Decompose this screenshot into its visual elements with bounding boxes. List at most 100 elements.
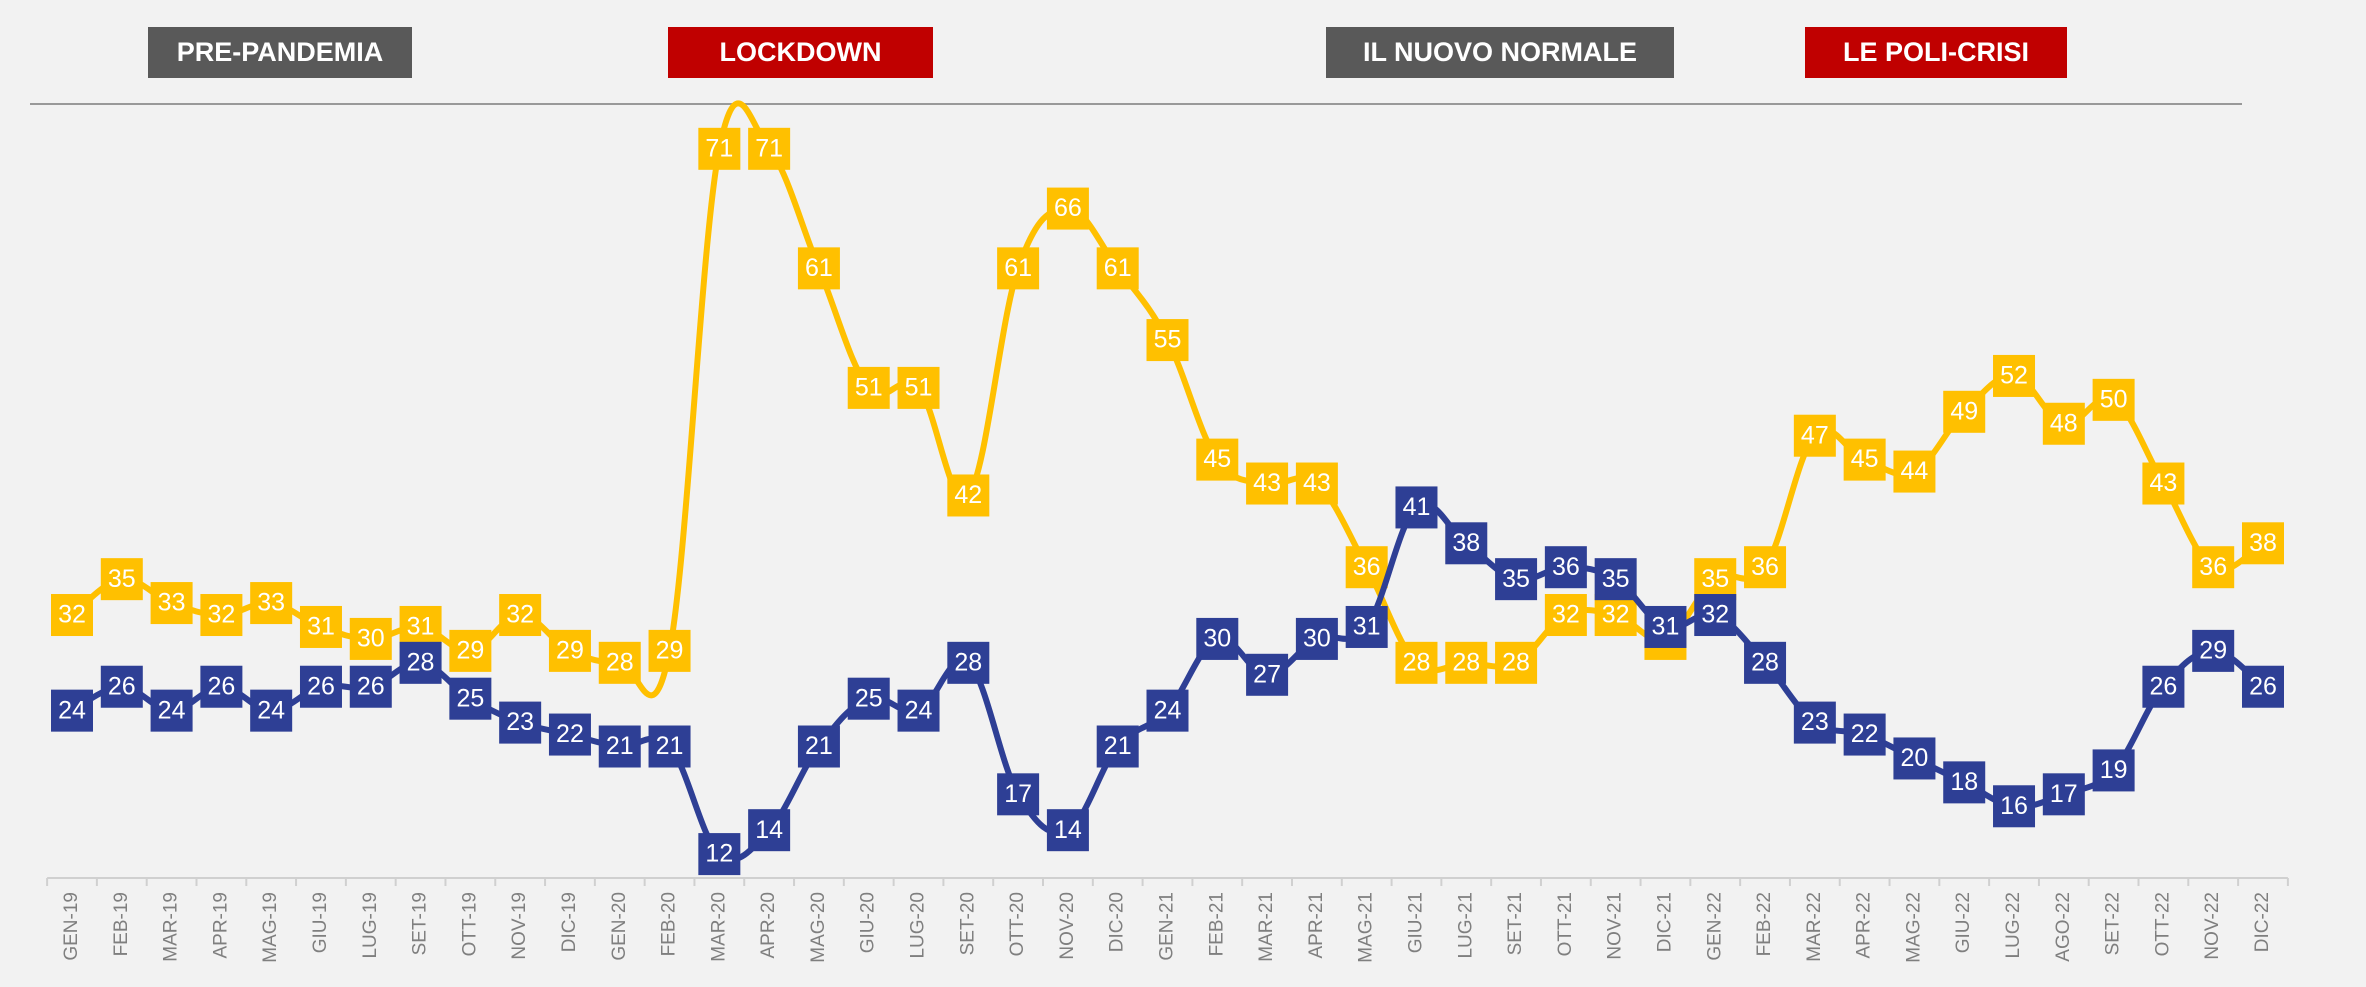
marker [997,247,1040,290]
marker [1744,641,1787,684]
marker [1544,546,1587,589]
marker [349,665,392,708]
x-tick-label: NOV-19 [509,892,530,960]
data-label: 21 [606,732,634,760]
marker [748,127,791,170]
marker [1843,713,1886,756]
data-label: 55 [1154,326,1182,354]
marker [947,641,990,684]
marker [2142,665,2185,708]
x-tick-label: GEN-20 [609,892,630,961]
phase-label: LOCKDOWN [668,27,933,78]
marker [299,665,342,708]
marker [2092,749,2135,792]
marker [598,641,641,684]
marker [698,833,741,876]
marker [1295,462,1338,505]
marker [1993,785,2036,828]
data-label: 21 [1104,732,1132,760]
data-label: 29 [2199,636,2227,664]
data-label: 61 [805,254,833,282]
data-label: 36 [1353,553,1381,581]
data-label: 14 [755,816,783,844]
data-label: 28 [954,648,982,676]
marker [499,701,542,744]
x-tick-label: OTT-20 [1007,892,1028,956]
marker [797,725,840,768]
x-tick-label: FEB-21 [1206,892,1227,956]
marker [1445,641,1488,684]
marker [947,474,990,517]
marker [1943,761,1986,804]
x-tick-label: GIU-19 [310,892,331,953]
marker [1246,462,1289,505]
marker [1445,522,1488,565]
data-label: 24 [158,696,186,724]
marker [1345,546,1388,589]
marker [1893,737,1936,780]
data-label: 32 [58,601,86,629]
data-label: 32 [1552,601,1580,629]
x-tick-label: FEB-20 [659,892,680,956]
marker [1843,438,1886,481]
marker [499,594,542,637]
phase-label: LE POLI-CRISI [1805,27,2067,78]
data-label: 17 [1004,780,1032,808]
data-label: 61 [1004,254,1032,282]
data-label: 41 [1403,493,1431,521]
data-label: 71 [755,134,783,162]
data-label: 51 [855,374,883,402]
marker [897,366,940,409]
data-label: 20 [1901,744,1929,772]
marker [1594,594,1637,637]
marker [1046,809,1089,852]
data-label: 44 [1901,457,1929,485]
data-label: 61 [1104,254,1132,282]
data-label: 28 [606,648,634,676]
data-label: 28 [1452,648,1480,676]
x-tick-label: GIU-22 [1953,892,1974,953]
data-label: 26 [207,672,235,700]
data-label: 30 [357,625,385,653]
marker [2192,546,2235,589]
data-label: 21 [805,732,833,760]
marker [200,594,243,637]
x-tick-label: AGO-22 [2053,892,2074,962]
data-label: 14 [1054,816,1082,844]
marker [1395,486,1438,529]
x-tick-label: SET-19 [410,892,431,955]
data-label: 26 [108,672,136,700]
marker [150,689,193,732]
data-label: 12 [705,840,733,868]
marker [100,665,143,708]
x-tick-label: DIC-19 [559,892,580,952]
marker [449,629,492,672]
data-label: 28 [1502,648,1530,676]
marker [1943,390,1986,433]
marker [1793,414,1836,457]
data-label: 29 [456,636,484,664]
data-label: 36 [1552,553,1580,581]
marker [299,605,342,648]
marker [1544,594,1587,637]
x-tick-label: FEB-22 [1754,892,1775,956]
marker [648,629,691,672]
data-label: 45 [1851,445,1879,473]
marker [399,605,442,648]
marker [1495,558,1538,601]
data-label: 24 [1154,696,1182,724]
marker [349,617,392,660]
marker [2042,773,2085,816]
marker [1694,594,1737,637]
data-label: 43 [2150,469,2178,497]
data-label: 24 [905,696,933,724]
marker [100,558,143,601]
data-label: 71 [705,134,733,162]
data-label: 26 [2150,672,2178,700]
x-tick-label: APR-21 [1306,892,1327,959]
marker [250,582,293,625]
data-label: 42 [954,481,982,509]
phase-label: IL NUOVO NORMALE [1326,27,1674,78]
x-tick-label: MAG-20 [808,892,829,963]
